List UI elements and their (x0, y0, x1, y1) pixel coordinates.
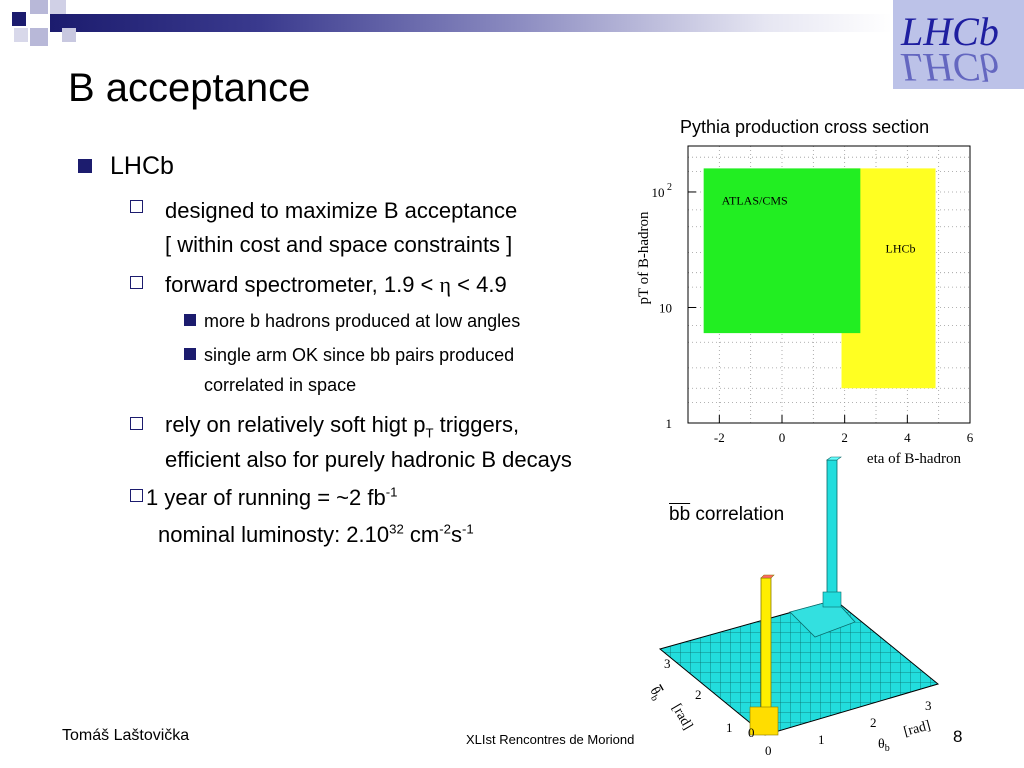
y-tick-label: 10 2 (652, 182, 673, 200)
decor-square (12, 12, 26, 26)
chart-ylabel: pT of B-hadron (636, 211, 652, 305)
x-tick-label: 6 (967, 430, 974, 445)
y-tick-label: 1 (666, 416, 673, 431)
bullet-hollow-square-icon (130, 489, 143, 502)
theta-bbar-tick: 1 (726, 720, 733, 735)
decor-square (50, 0, 66, 14)
bullet-year: 1 year of running = ~2 fb-1 (146, 484, 398, 510)
lego-surface (658, 599, 940, 736)
bullet-lhcb: LHCb (110, 152, 174, 180)
x-tick-label: 4 (904, 430, 911, 445)
lhcb-logo: LHCb LHCb (893, 0, 1024, 89)
theta-bbar-tick: 2 (695, 687, 702, 702)
x-tick-label: -2 (714, 430, 725, 445)
footer-page-number: 8 (953, 727, 963, 746)
slide-title: B acceptance (68, 66, 311, 110)
bullet-luminosity: nominal luminosty: 2.1032 cm-2s-1 (158, 521, 474, 547)
decor-square (30, 28, 48, 46)
theta-bbar-axis-label: θb (645, 685, 666, 704)
x-tick-label: 2 (841, 430, 848, 445)
chart-title: Pythia production cross section (680, 117, 930, 137)
bullet-hollow-square-icon (130, 276, 143, 289)
bullet-hollow-square-icon (130, 417, 143, 430)
decor-square (30, 0, 48, 14)
bullet-small-square-icon (184, 314, 196, 326)
bullet-hollow-square-icon (130, 200, 143, 213)
lego-ridge (789, 599, 856, 638)
theta-bbar-unit: [rad] (669, 702, 696, 733)
bullet-square-icon (78, 159, 92, 173)
theta-b-tick: 0 (765, 743, 772, 758)
theta-bbar-tick: 3 (664, 656, 671, 671)
theta-b-axis-label: θb (878, 737, 890, 754)
region-atlas-cms (703, 168, 861, 334)
bullet-single-arm: single arm OK since bb pairs produced (204, 345, 515, 365)
decor-square (62, 28, 76, 42)
bullet-forward: forward spectrometer, 1.9 < η < 4.9 (165, 272, 507, 297)
header-gradient-bar (50, 14, 892, 32)
region-label: ATLAS/CMS (722, 193, 788, 207)
bullet-more-hadrons: more b hadrons produced at low angles (204, 311, 521, 331)
theta-b-tick: 1 (818, 732, 825, 747)
correlation-lego-plot: 0 1 2 3 0 1 2 3 θb [rad] θb [rad] (645, 456, 940, 758)
footer-author: Tomáš Laštovička (62, 727, 190, 744)
bullet-small-square-icon (184, 348, 196, 360)
bullet-rely: rely on relatively soft higt pT triggers… (165, 412, 520, 441)
cyan-spike (822, 456, 842, 608)
region-label: LHCb (886, 241, 916, 255)
theta-b-unit: [rad] (902, 718, 932, 740)
lhcb-logo-reflection: LHCb (901, 45, 999, 89)
bb-correlation-label: bb correlation (669, 504, 785, 525)
chart-xlabel: eta of B-hadron (867, 451, 962, 467)
bullet-designed-cont: [ within cost and space constraints ] (165, 232, 513, 257)
yellow-spike (749, 574, 779, 736)
decor-square (14, 28, 28, 42)
x-tick-label: 0 (779, 430, 786, 445)
y-tick-label: 10 (659, 300, 672, 315)
bullet-designed: designed to maximize B acceptance (165, 198, 518, 223)
chart-regions: LHCb ATLAS/CMS (703, 168, 936, 389)
chart-frame (687, 145, 971, 424)
bullet-single-arm-cont: correlated in space (204, 375, 357, 395)
chart-ticks: -2 0 2 4 6 1 10 10 2 (652, 182, 974, 445)
theta-b-tick: 2 (870, 715, 877, 730)
bullet-rely-cont: efficient also for purely hadronic B dec… (165, 447, 572, 472)
acceptance-chart: LHCb ATLAS/CMS -2 0 2 4 6 1 10 10 2 pT of B-hadr… (636, 145, 974, 467)
theta-b-tick: 3 (925, 698, 932, 713)
theta-bbar-tick: 0 (748, 725, 755, 740)
footer-conference: XLIst Rencontres de Moriond (466, 732, 635, 747)
